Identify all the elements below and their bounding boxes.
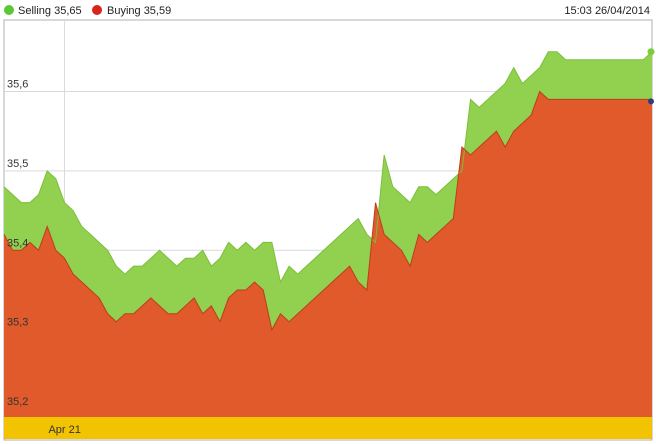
- y-tick-label: 35,2: [7, 396, 28, 408]
- y-tick-label: 35,4: [7, 237, 28, 249]
- selling-legend-label: Selling 35,65: [18, 5, 82, 17]
- x-axis-ticks: Apr 21: [48, 424, 80, 436]
- timestamp-label: 15:03 26/04/2014: [564, 5, 650, 17]
- y-tick-label: 35,5: [7, 158, 28, 170]
- y-axis-ticks: 35,2 35,3 35,4 35,5 35,6: [7, 78, 28, 408]
- y-tick-label: 35,6: [7, 78, 28, 90]
- buying-last-point: [648, 98, 654, 105]
- selling-last-point: [647, 48, 655, 56]
- y-tick-label: 35,3: [7, 317, 28, 329]
- buying-area: [4, 91, 652, 418]
- buying-line: [3, 90, 652, 332]
- selling-line: [3, 51, 653, 284]
- selling-legend-dot: [4, 5, 14, 15]
- buying-legend-dot: [92, 5, 102, 15]
- x-tick-label: Apr 21: [48, 424, 80, 436]
- time-axis-band: [4, 417, 652, 439]
- legend: Selling 35,65 Buying 35,59 15:03 26/04/2…: [4, 5, 650, 17]
- buying-legend-label: Buying 35,59: [107, 5, 171, 17]
